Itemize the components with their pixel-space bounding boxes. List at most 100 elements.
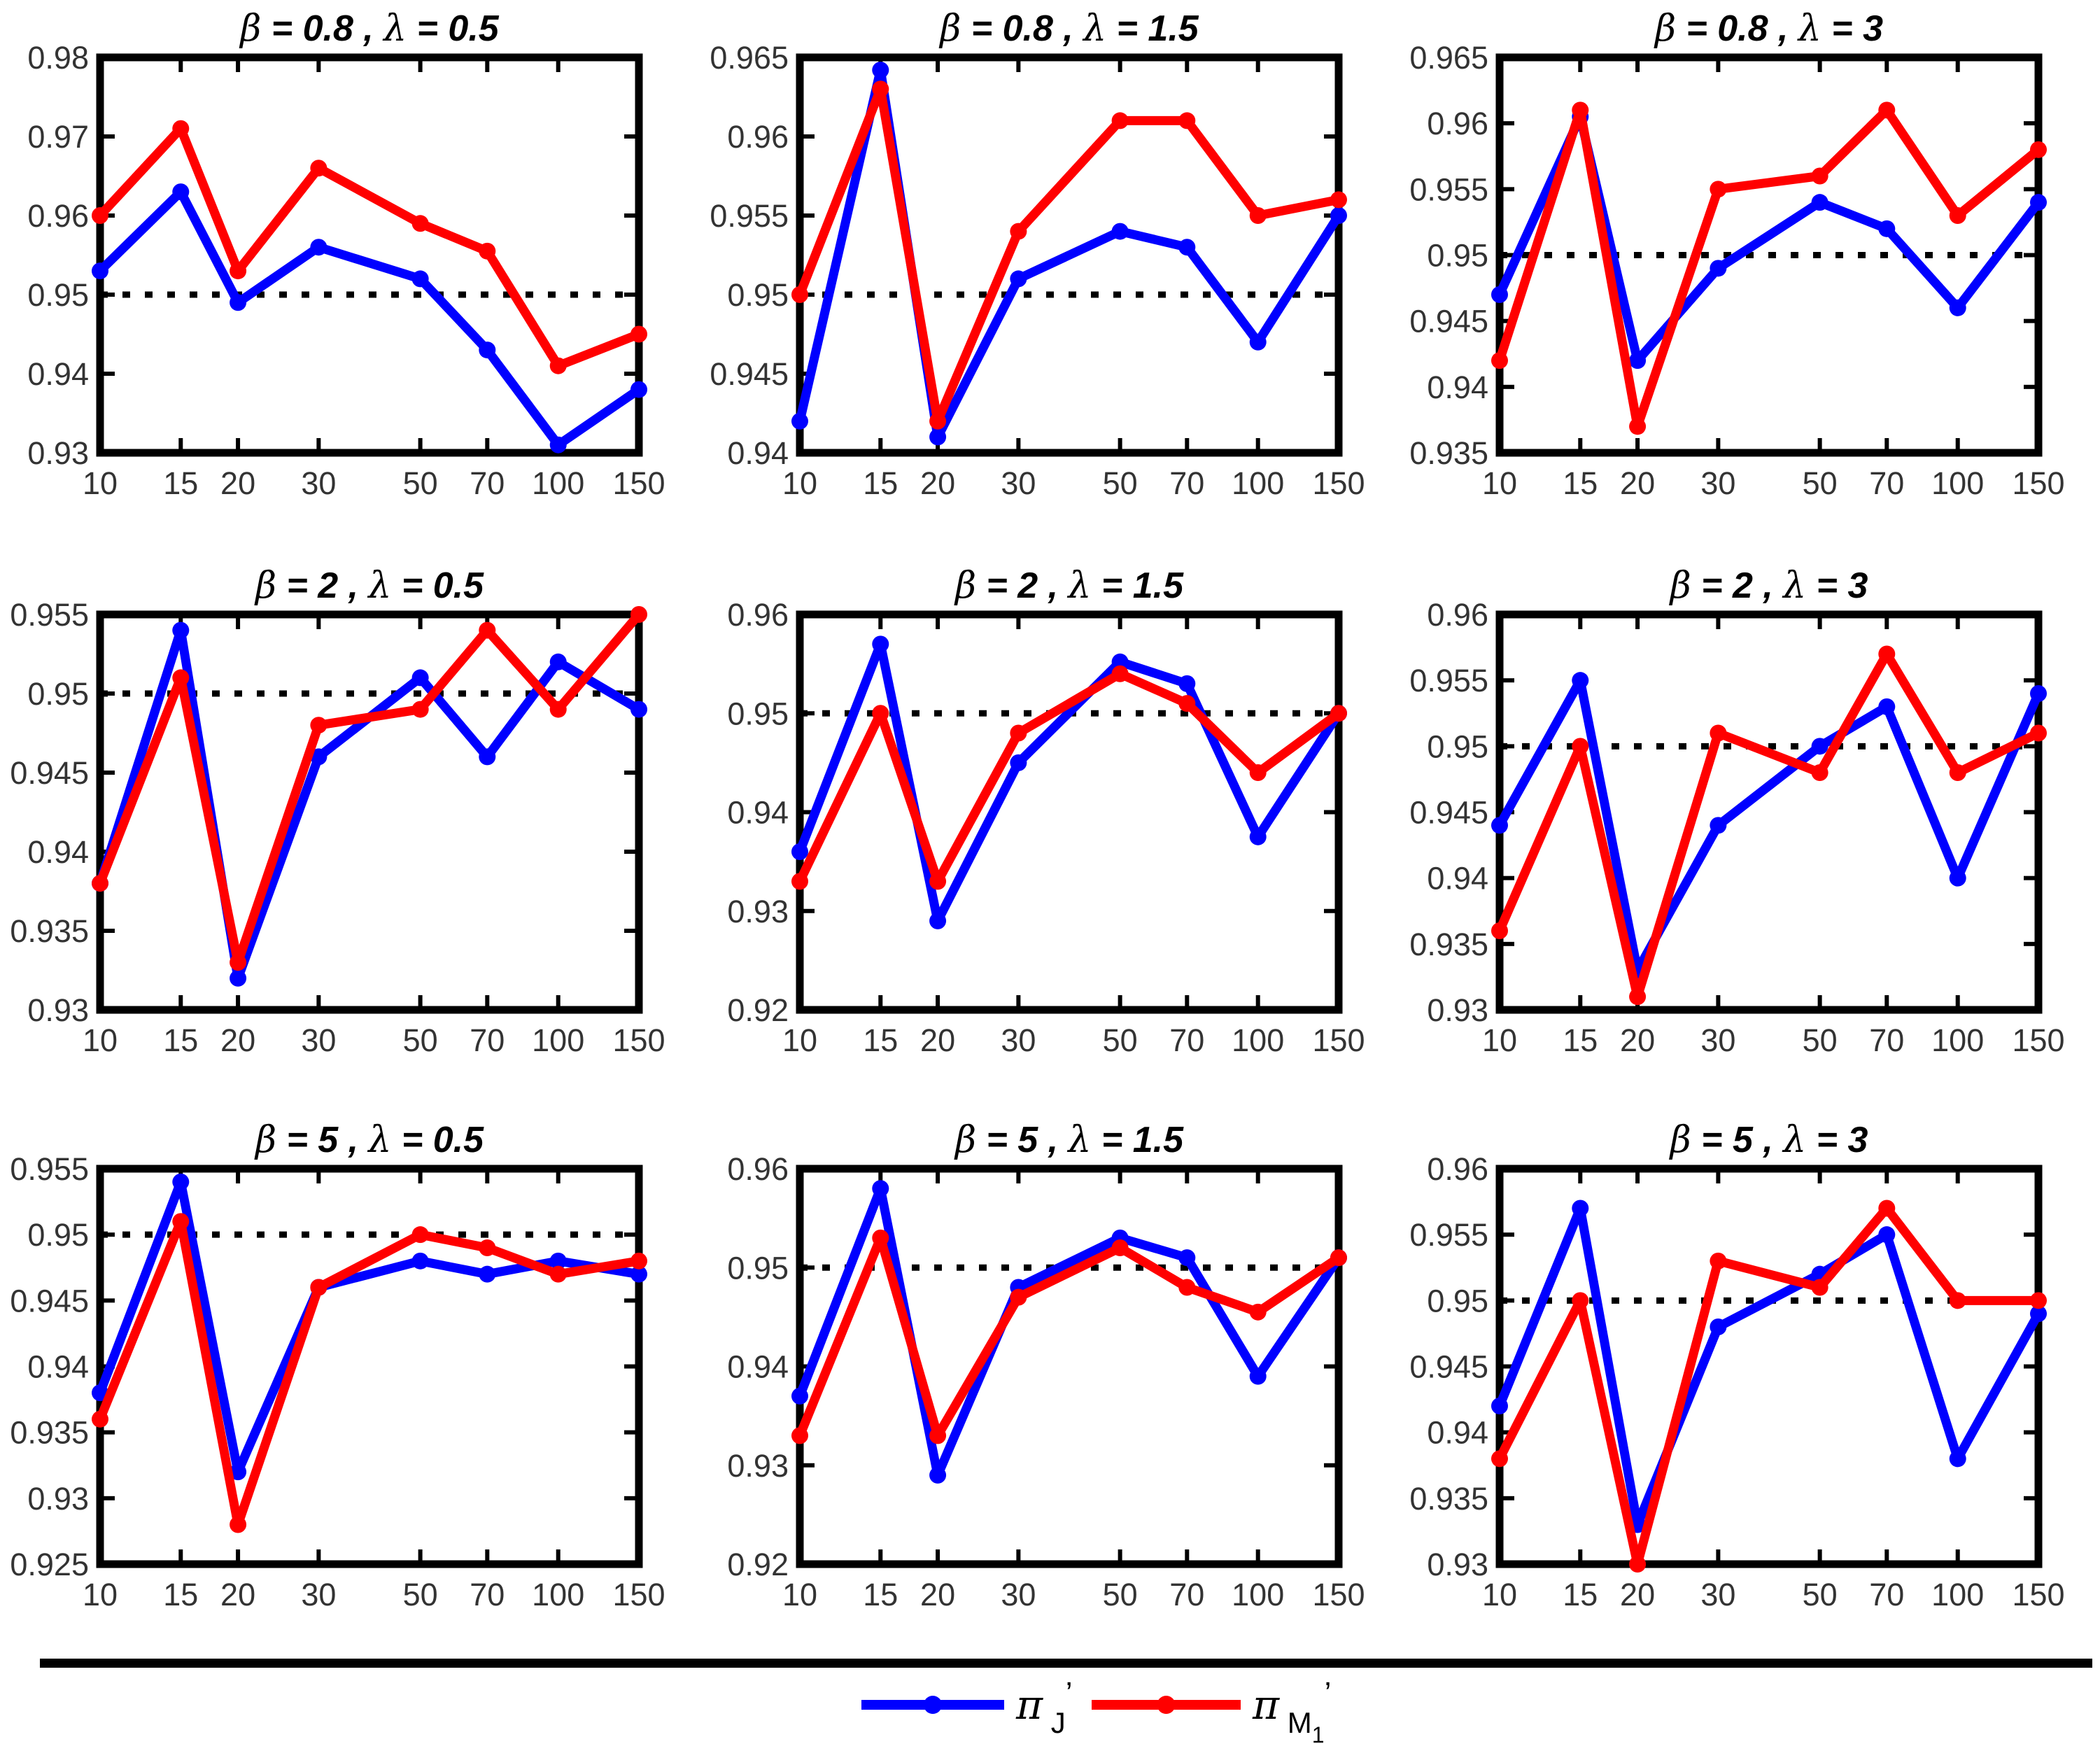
series-pi-M1-prime xyxy=(1491,101,2047,435)
data-point-marker xyxy=(2030,724,2047,742)
data-point-marker xyxy=(791,412,808,430)
data-point-marker xyxy=(1491,817,1508,834)
x-tick-label: 30 xyxy=(1700,1022,1735,1058)
y-tick-label: 0.955 xyxy=(710,198,789,234)
x-tick-label: 150 xyxy=(1312,1022,1365,1058)
data-point-marker xyxy=(230,969,247,987)
x-axis: 10 15 20 30 50 70 100 150 xyxy=(782,618,1365,1058)
x-tick-label: 30 xyxy=(301,465,336,501)
data-point-marker xyxy=(1949,1292,1966,1309)
data-point-marker xyxy=(1878,1200,1896,1217)
data-point-marker xyxy=(1111,223,1129,240)
data-point-marker xyxy=(1249,1367,1267,1385)
y-tick-label: 0.965 xyxy=(1409,40,1488,76)
data-point-marker xyxy=(630,381,647,398)
y-tick-label: 0.935 xyxy=(10,913,89,949)
y-tick-label: 0.945 xyxy=(10,755,89,791)
series-pi-M1-prime xyxy=(1491,645,2047,1006)
data-point-marker xyxy=(1330,191,1347,209)
series-line xyxy=(95,1177,644,1477)
x-tick-label: 30 xyxy=(301,1577,336,1612)
data-point-marker xyxy=(1949,299,1966,316)
data-point-marker xyxy=(479,1265,496,1283)
series-line xyxy=(795,669,1344,886)
y-tick-label: 0.955 xyxy=(1409,663,1488,698)
series-pi-M1-prime xyxy=(1491,1200,2047,1573)
data-point-marker xyxy=(1572,738,1589,755)
x-tick-label: 100 xyxy=(1931,465,1984,501)
x-tick-label: 30 xyxy=(301,1022,336,1058)
data-point-marker xyxy=(1811,1279,1828,1296)
data-point-marker xyxy=(2030,1305,2047,1323)
legend-label: π M1’ xyxy=(1252,1676,1331,1744)
x-tick-label: 150 xyxy=(2012,1022,2064,1058)
data-point-marker xyxy=(549,653,567,670)
series-line xyxy=(1495,112,2043,365)
data-point-marker xyxy=(479,621,496,639)
data-point-marker xyxy=(1491,922,1508,939)
x-axis: 10 15 20 30 50 70 100 150 xyxy=(83,1172,665,1612)
y-tick-label: 0.955 xyxy=(1409,1217,1488,1253)
panel-beta-5-lambda-1.5: β = 5 , λ = 1.5 0.92 0.93 0.94 0.95 0.96 10 15 2… xyxy=(727,1119,1365,1612)
y-tick-label: 0.935 xyxy=(1409,927,1488,962)
data-point-marker xyxy=(479,342,496,359)
data-point-marker xyxy=(929,873,947,890)
y-axis: 0.93 0.935 0.94 0.945 0.95 0.955 0.96 xyxy=(1409,597,2035,1028)
data-point-marker xyxy=(1249,828,1267,845)
plot-box xyxy=(96,610,643,1014)
y-tick-label: 0.95 xyxy=(1427,729,1488,764)
data-point-marker xyxy=(791,286,808,303)
data-point-marker xyxy=(2030,141,2047,158)
series-pi-J-prime xyxy=(1491,672,2047,979)
x-tick-label: 100 xyxy=(1931,1022,1984,1058)
data-point-marker xyxy=(1010,1288,1027,1306)
data-point-marker xyxy=(411,215,429,232)
x-tick-label: 50 xyxy=(1803,1022,1838,1058)
y-axis: 0.94 0.945 0.95 0.955 0.96 0.965 xyxy=(710,40,1335,471)
x-tick-label: 50 xyxy=(403,1022,438,1058)
x-tick-label: 100 xyxy=(532,1577,584,1612)
series-line xyxy=(1495,1204,2043,1529)
x-tick-label: 70 xyxy=(470,465,505,501)
series-pi-M1-prime xyxy=(791,80,1347,430)
series-line xyxy=(95,610,644,967)
legend-swatch-marker xyxy=(1157,1696,1176,1714)
series-line xyxy=(95,1216,644,1529)
x-tick-label: 50 xyxy=(1103,1022,1138,1058)
legend-swatch-marker xyxy=(924,1696,942,1714)
x-tick-label: 100 xyxy=(1232,465,1284,501)
x-tick-label: 70 xyxy=(1869,1577,1904,1612)
panel-title: β = 5 , λ = 3 xyxy=(1669,1119,1868,1161)
panel-beta-0.8-lambda-0.5: β = 0.8 , λ = 0.50.930.940.950.960.970.9… xyxy=(27,8,665,501)
data-point-marker xyxy=(1178,695,1196,712)
panel-beta-2-lambda-0.5: β = 2 , λ = 0.50.930.9350.940.9450.950.9… xyxy=(10,565,665,1058)
x-axis: 10 15 20 30 50 70 100 150 xyxy=(1482,61,2065,501)
series-line xyxy=(1495,649,2043,1001)
y-tick-label: 0.95 xyxy=(1427,238,1488,274)
series-pi-M1-prime xyxy=(92,606,647,971)
y-tick-label: 0.92 xyxy=(727,992,789,1028)
y-tick-label: 0.94 xyxy=(727,435,789,471)
y-tick-label: 0.965 xyxy=(710,40,789,76)
data-point-marker xyxy=(929,1427,947,1444)
data-point-marker xyxy=(929,1466,947,1484)
y-tick-label: 0.93 xyxy=(27,435,89,471)
data-point-marker xyxy=(172,669,190,687)
data-point-marker xyxy=(791,1427,808,1444)
legend-item-pi-M1-prime: π M1’ xyxy=(1092,1676,1331,1744)
data-point-marker xyxy=(172,1213,190,1230)
series-line xyxy=(95,187,644,450)
series-line xyxy=(795,65,1344,442)
y-tick-label: 0.95 xyxy=(27,277,89,313)
x-tick-label: 150 xyxy=(2012,465,2064,501)
data-point-marker xyxy=(1710,181,1727,198)
data-point-marker xyxy=(872,635,889,653)
x-tick-label: 150 xyxy=(1312,1577,1365,1612)
x-tick-label: 100 xyxy=(1931,1577,1984,1612)
plot-box xyxy=(796,53,1343,457)
data-point-marker xyxy=(230,954,247,971)
panel-beta-5-lambda-0.5: β = 5 , λ = 0.50.9250.930.9350.940.9450.… xyxy=(10,1119,665,1612)
data-point-marker xyxy=(230,1463,247,1481)
x-tick-label: 150 xyxy=(1312,465,1365,501)
x-tick-label: 10 xyxy=(782,1022,817,1058)
